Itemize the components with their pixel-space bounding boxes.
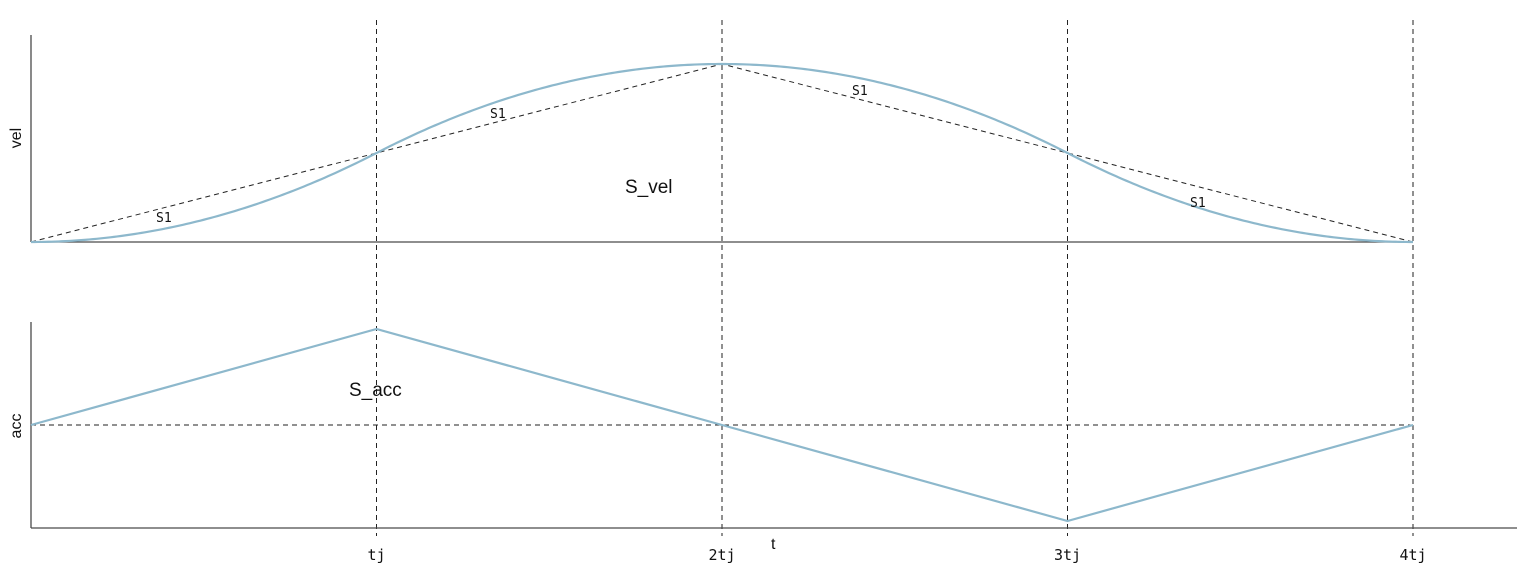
- acc-curve-path: [30, 327, 1414, 523]
- s-acc-annotation: S_acc: [349, 380, 402, 401]
- s1-label-3: S1: [852, 84, 868, 99]
- acc-triangle-wave: [30, 327, 1414, 523]
- velocity-panel: vel S_vel S1 S1 S1 S1: [8, 35, 1414, 244]
- acceleration-panel: acc S_acc t: [8, 322, 1517, 553]
- t-axis-label: t: [771, 536, 776, 553]
- acc-axis-label: acc: [8, 414, 25, 439]
- s1-label-4: S1: [1190, 196, 1206, 211]
- s-vel-annotation: S_vel: [625, 177, 673, 198]
- s1-label-1: S1: [156, 211, 172, 226]
- vel-axis-label: vel: [8, 128, 25, 148]
- vel-curve-path: [30, 62, 1414, 244]
- vel-dashed-path: [30, 63, 1414, 243]
- x-tick-3tj: 3tj: [1054, 546, 1081, 564]
- x-tick-2tj: 2tj: [708, 546, 735, 564]
- vel-s-curve: [30, 62, 1414, 244]
- x-tick-4tj: 4tj: [1399, 546, 1426, 564]
- x-tick-labels: tj 2tj 3tj 4tj: [367, 546, 1426, 564]
- x-tick-tj: tj: [367, 546, 385, 564]
- vel-dashed-trapezoid: [30, 63, 1414, 243]
- vertical-guides: [376, 20, 1414, 536]
- s1-label-2: S1: [490, 107, 506, 122]
